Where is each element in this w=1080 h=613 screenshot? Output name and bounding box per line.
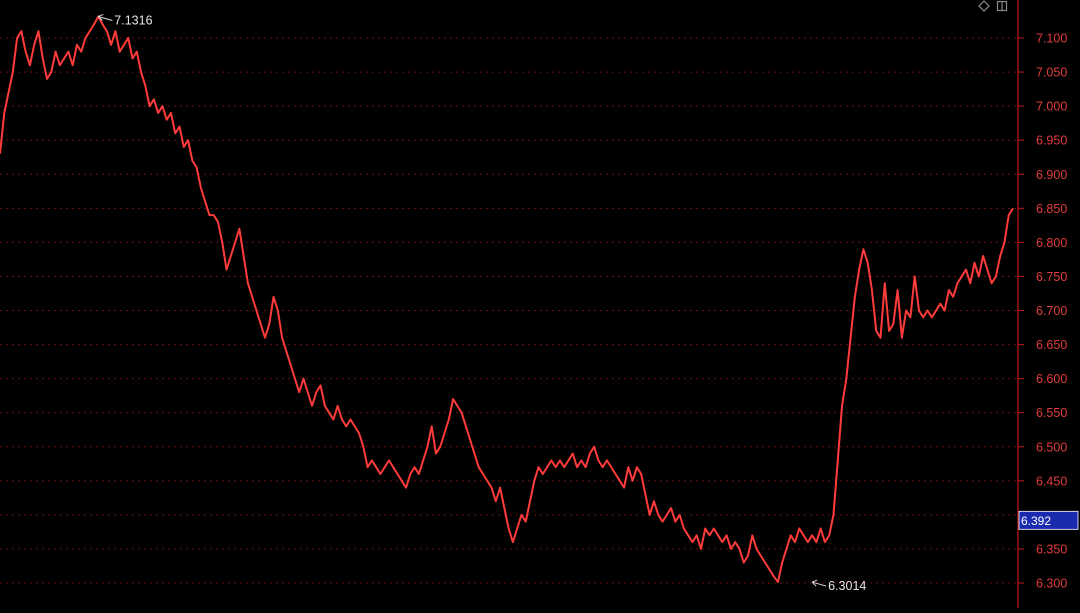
y-tick-label: 6.750 bbox=[1036, 270, 1067, 284]
last-price-badge: 6.392 bbox=[1018, 510, 1079, 530]
y-tick-label: 6.450 bbox=[1036, 474, 1067, 488]
annotation-arrow-head bbox=[97, 14, 104, 21]
y-tick-label: 7.050 bbox=[1036, 66, 1067, 80]
annotation-label: 7.1316 bbox=[114, 13, 152, 27]
y-tick-label: 7.100 bbox=[1036, 32, 1067, 46]
annotation-label: 6.3014 bbox=[828, 579, 866, 593]
last-price-box bbox=[1018, 510, 1079, 530]
y-tick-label: 6.550 bbox=[1036, 406, 1067, 420]
y-tick-label: 6.300 bbox=[1036, 577, 1067, 591]
annotation-0: 7.1316 bbox=[97, 13, 153, 27]
y-tick-label: 6.500 bbox=[1036, 440, 1067, 454]
y-tick-label: 6.650 bbox=[1036, 338, 1067, 352]
y-tick-label: 6.700 bbox=[1036, 304, 1067, 318]
annotation-arrow-line bbox=[98, 15, 113, 21]
annotations: 7.1316 6.3014 bbox=[97, 13, 866, 593]
panel-icon[interactable] bbox=[996, 0, 1008, 12]
price-series-line bbox=[0, 15, 1014, 584]
y-tick-label: 6.900 bbox=[1036, 168, 1067, 182]
grid-lines bbox=[0, 37, 1016, 584]
last-price-label: 6.392 bbox=[1021, 514, 1051, 528]
y-tick-label: 7.000 bbox=[1036, 100, 1067, 114]
annotation-arrow-head bbox=[811, 579, 818, 587]
diamond-icon[interactable] bbox=[978, 0, 990, 12]
y-tick-label: 6.800 bbox=[1036, 236, 1067, 250]
y-tick-label: 6.850 bbox=[1036, 202, 1067, 216]
annotation-arrow-line bbox=[811, 581, 827, 587]
y-tick-label: 6.950 bbox=[1036, 134, 1067, 148]
y-tick-label: 6.600 bbox=[1036, 372, 1067, 386]
y-tick-label: 6.350 bbox=[1036, 542, 1067, 556]
annotation-1: 6.3014 bbox=[811, 579, 866, 593]
y-axis-ticks: 7.100 7.050 7.000 6.950 6.900 6.850 6.800 6.750… bbox=[1018, 32, 1067, 591]
chart-toolbar bbox=[978, 0, 1008, 12]
